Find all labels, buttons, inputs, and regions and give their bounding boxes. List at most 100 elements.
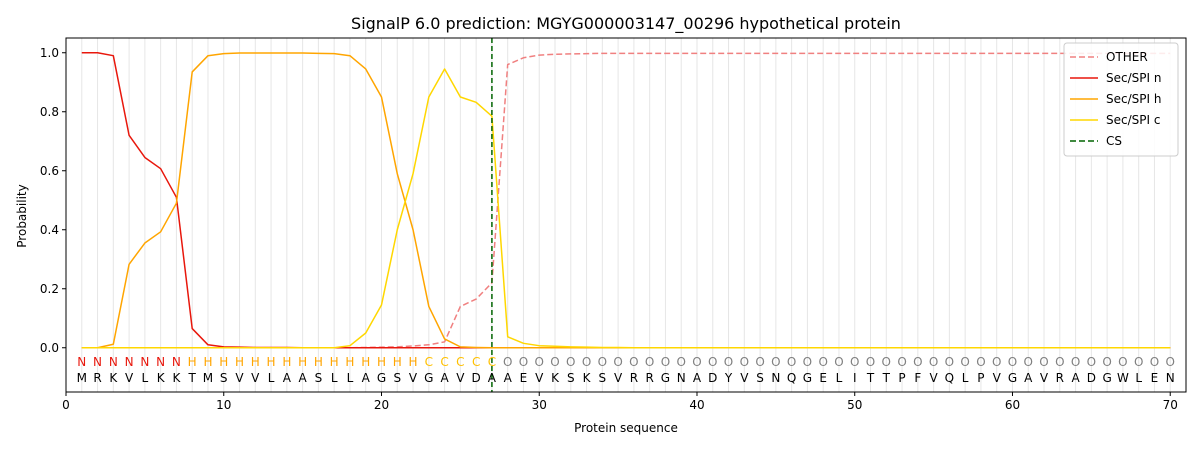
series-line-sec-spi-c xyxy=(81,68,1171,349)
y-tick-label: 1.0 xyxy=(40,46,59,60)
residue-letter: V xyxy=(993,371,1002,385)
x-tick-label: 30 xyxy=(532,398,547,412)
region-label: O xyxy=(661,355,670,369)
residue-letter: V xyxy=(929,371,938,385)
residue-letter: W xyxy=(1117,371,1129,385)
residue-letter: G xyxy=(1102,371,1111,385)
region-label: O xyxy=(1008,355,1017,369)
residue-letter: G xyxy=(803,371,812,385)
region-label: O xyxy=(535,355,544,369)
region-label: H xyxy=(298,355,307,369)
grid-layer xyxy=(81,38,1171,392)
region-label: O xyxy=(613,355,622,369)
region-label: O xyxy=(519,355,528,369)
y-tick-label: 0.0 xyxy=(40,341,59,355)
region-label: H xyxy=(282,355,291,369)
residue-letter: V xyxy=(614,371,623,385)
residue-letter: S xyxy=(599,371,607,385)
region-label: H xyxy=(203,355,212,369)
region-label: O xyxy=(1024,355,1033,369)
residue-letter: V xyxy=(251,371,260,385)
residue-letter: G xyxy=(377,371,386,385)
x-tick-label: 70 xyxy=(1163,398,1178,412)
residue-letter: I xyxy=(853,371,857,385)
residue-letter: L xyxy=(347,371,354,385)
series-layer xyxy=(81,52,1171,349)
region-label: H xyxy=(188,355,197,369)
region-label: H xyxy=(377,355,386,369)
residue-letter: T xyxy=(188,371,197,385)
chart-title: SignalP 6.0 prediction: MGYG000003147_00… xyxy=(351,14,901,34)
region-label: O xyxy=(1087,355,1096,369)
region-label: O xyxy=(503,355,512,369)
residue-letter: D xyxy=(1087,371,1096,385)
residue-letter: L xyxy=(962,371,969,385)
region-label: O xyxy=(929,355,938,369)
residue-letter: L xyxy=(142,371,149,385)
residue-letter: G xyxy=(1008,371,1017,385)
region-label: O xyxy=(1165,355,1174,369)
y-tick-label: 0.6 xyxy=(40,164,59,178)
region-label: O xyxy=(598,355,607,369)
residue-letter: E xyxy=(819,371,827,385)
residue-letter: F xyxy=(914,371,921,385)
residue-letter: V xyxy=(1040,371,1049,385)
region-label: O xyxy=(692,355,701,369)
region-label: H xyxy=(219,355,228,369)
residue-letter: A xyxy=(488,371,497,385)
region-label: O xyxy=(882,355,891,369)
region-label: O xyxy=(724,355,733,369)
region-label: O xyxy=(850,355,859,369)
residue-letter: V xyxy=(456,371,465,385)
region-label: H xyxy=(393,355,402,369)
region-label: O xyxy=(818,355,827,369)
region-label: O xyxy=(755,355,764,369)
tick-layer: 0 10 20 30 40 50 60 70 0.0 0.2 0.4 0.6 0.8 1.0 xyxy=(40,46,1178,412)
residue-letter: A xyxy=(283,371,292,385)
legend: OTHER Sec/SPI n Sec/SPI h Sec/SPI c CS xyxy=(1063,42,1179,157)
residue-letter: T xyxy=(866,371,875,385)
x-tick-label: 40 xyxy=(689,398,704,412)
y-tick-label: 0.2 xyxy=(40,282,59,296)
x-axis-label: Protein sequence xyxy=(574,421,678,435)
residue-letter: L xyxy=(331,371,338,385)
residue-letter: T xyxy=(882,371,891,385)
x-tick-label: 20 xyxy=(374,398,389,412)
region-label: C xyxy=(456,355,464,369)
y-axis-label: Probability xyxy=(15,184,29,247)
residue-letter: S xyxy=(567,371,575,385)
residue-letter: L xyxy=(1135,371,1142,385)
residue-letter: R xyxy=(645,371,653,385)
legend-label: Sec/SPI h xyxy=(1106,92,1161,106)
residue-letter: Q xyxy=(787,371,796,385)
region-label: O xyxy=(582,355,591,369)
residue-letter: M xyxy=(77,371,87,385)
residue-letter: S xyxy=(756,371,764,385)
residue-letter: G xyxy=(661,371,670,385)
region-label: O xyxy=(629,355,638,369)
residue-letter: L xyxy=(268,371,275,385)
region-label: C xyxy=(440,355,448,369)
residue-letter: A xyxy=(440,371,449,385)
region-label: O xyxy=(834,355,843,369)
region-label: O xyxy=(897,355,906,369)
residue-letter: D xyxy=(708,371,717,385)
region-label: N xyxy=(77,355,86,369)
x-tick-label: 10 xyxy=(216,398,231,412)
region-label: N xyxy=(140,355,149,369)
residue-letter: A xyxy=(362,371,371,385)
region-label: O xyxy=(708,355,717,369)
legend-label: Sec/SPI n xyxy=(1106,71,1161,85)
residue-letter: K xyxy=(583,371,592,385)
region-label: H xyxy=(409,355,418,369)
residue-letter: K xyxy=(109,371,118,385)
x-tick-label: 0 xyxy=(62,398,70,412)
region-label: O xyxy=(1150,355,1159,369)
plot-frame xyxy=(65,37,1187,393)
region-label: H xyxy=(361,355,370,369)
region-label: C xyxy=(472,355,480,369)
region-label: N xyxy=(109,355,118,369)
residue-letter: V xyxy=(235,371,244,385)
region-label: C xyxy=(488,355,496,369)
